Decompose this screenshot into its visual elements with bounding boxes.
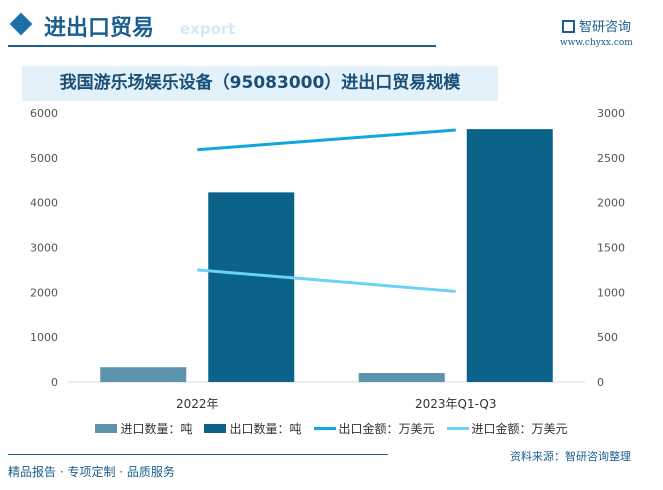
chart-svg: 0 1000 2000 3000 4000 5000 6000 0 500 1000 1500 200… bbox=[30, 107, 625, 411]
logo-text: 智研咨询 bbox=[579, 20, 632, 35]
source-text: 资料来源：智研咨询整理 bbox=[510, 450, 631, 463]
right-tick-label: 1000 bbox=[597, 286, 625, 299]
logo-icon bbox=[562, 20, 575, 33]
left-tick-label: 5000 bbox=[30, 152, 58, 165]
legend-swatch bbox=[95, 424, 118, 433]
logo-url: www.chyxx.com bbox=[560, 38, 633, 48]
legend-label: 进口数量：吨 bbox=[120, 422, 193, 436]
right-tick-label: 3000 bbox=[597, 107, 625, 120]
legend-swatch bbox=[446, 427, 469, 430]
right-tick-label: 0 bbox=[597, 376, 604, 389]
right-tick-label: 500 bbox=[597, 331, 618, 344]
left-tick-label: 0 bbox=[51, 376, 58, 389]
left-tick-label: 2000 bbox=[30, 286, 58, 299]
bar-import-quantity bbox=[100, 367, 187, 382]
line-export-amount bbox=[197, 128, 456, 152]
right-tick-label: 2500 bbox=[597, 152, 625, 165]
left-tick-label: 6000 bbox=[30, 107, 58, 120]
left-tick-label: 1000 bbox=[30, 331, 58, 344]
line-import-amount bbox=[197, 268, 456, 293]
legend-label: 进口金额：万美元 bbox=[471, 422, 568, 436]
logo: 智研咨询 bbox=[562, 16, 631, 35]
watermark-text: export bbox=[180, 20, 236, 38]
footer-divider bbox=[8, 454, 388, 455]
bar-export-quantity bbox=[208, 192, 295, 382]
right-tick-label: 1500 bbox=[597, 242, 625, 255]
legend-item: 出口数量：吨 bbox=[204, 420, 302, 437]
bar-import-quantity bbox=[358, 373, 445, 382]
legend-item: 进口数量：吨 bbox=[95, 420, 192, 437]
bar-export-quantity bbox=[466, 129, 553, 382]
legend-item: 进口金额：万美元 bbox=[446, 420, 568, 437]
legend-item: 出口金额：万美元 bbox=[313, 420, 435, 437]
tagline: 精品报告 · 专项定制 · 品质服务 bbox=[8, 465, 175, 479]
legend-label: 出口数量：吨 bbox=[229, 422, 302, 436]
right-tick-label: 2000 bbox=[597, 197, 625, 210]
legend-swatch bbox=[313, 427, 336, 430]
header-divider bbox=[8, 45, 436, 47]
legend-label: 出口金额：万美元 bbox=[338, 422, 435, 436]
category-label: 2022年 bbox=[176, 397, 219, 411]
chart-title: 我国游乐场娱乐设备（95083000）进出口贸易规模 bbox=[22, 66, 498, 101]
legend: 进口数量：吨 出口数量：吨 出口金额：万美元 进口金额：万美元 bbox=[0, 420, 663, 437]
left-tick-label: 3000 bbox=[30, 242, 58, 255]
left-tick-label: 4000 bbox=[30, 197, 58, 210]
category-label: 2023年Q1-Q3 bbox=[415, 397, 496, 411]
page-title: 进出口贸易 bbox=[44, 16, 155, 41]
legend-swatch bbox=[204, 424, 227, 433]
